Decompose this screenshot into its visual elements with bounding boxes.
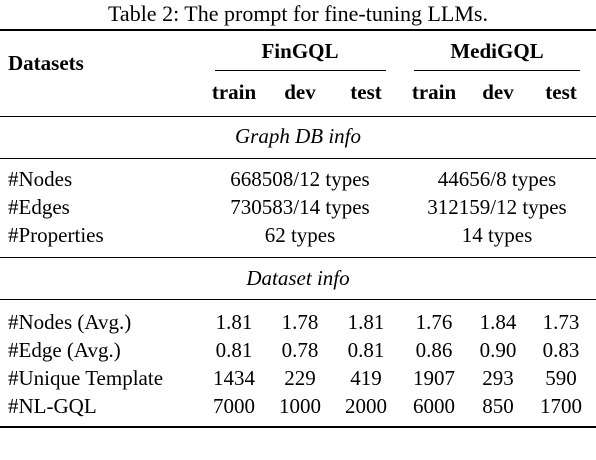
- section-rule: [0, 257, 596, 258]
- split-header: dev: [482, 80, 514, 104]
- table-cell: 419: [350, 366, 382, 390]
- medigql-value: 14 types: [461, 223, 533, 247]
- medigql-value: 312159/12 types: [427, 195, 567, 219]
- section-rule: [0, 299, 596, 300]
- row-label: #Unique Template: [8, 366, 164, 390]
- table-cell: 7000: [213, 394, 255, 418]
- split-header: train: [211, 80, 257, 104]
- table-cell: 1.81: [347, 310, 385, 334]
- group-header-medigql: MediGQL: [450, 39, 544, 63]
- table-cell: 1.73: [542, 310, 580, 334]
- section-title-dataset: Dataset info: [246, 266, 350, 290]
- table-cell: 850: [482, 394, 514, 418]
- table-cell: 293: [482, 366, 514, 390]
- fingql-cmidrule: [215, 70, 386, 71]
- table-cell: 1434: [213, 366, 255, 390]
- row-label: #Nodes: [8, 167, 73, 191]
- fingql-value: 62 types: [264, 223, 336, 247]
- split-header: test: [350, 80, 382, 104]
- fingql-value: 730583/14 types: [230, 195, 370, 219]
- section-rule: [0, 158, 596, 159]
- section-title-graph-db: Graph DB info: [235, 124, 361, 148]
- table-cell: 1700: [540, 394, 582, 418]
- group-header-fingql: FinGQL: [261, 39, 339, 63]
- split-header: test: [545, 80, 577, 104]
- medigql-value: 44656/8 types: [437, 167, 557, 191]
- table-cell: 1.84: [479, 310, 517, 334]
- table-cell: 0.78: [281, 338, 319, 362]
- header-rule: [0, 116, 596, 117]
- split-header: dev: [284, 80, 316, 104]
- table-cell: 590: [545, 366, 577, 390]
- table-cell: 2000: [345, 394, 387, 418]
- table-cell: 1000: [279, 394, 321, 418]
- table-cell: 1.76: [415, 310, 453, 334]
- table-caption: Table 2: The prompt for fine-tuning LLMs…: [108, 1, 488, 26]
- table-cell: 1.81: [215, 310, 253, 334]
- fingql-value: 668508/12 types: [230, 167, 370, 191]
- table-cell: 1907: [413, 366, 455, 390]
- row-label: #Edge (Avg.): [8, 338, 121, 362]
- row-label: #Edges: [8, 195, 70, 219]
- top-rule: [0, 29, 596, 31]
- split-header: train: [411, 80, 457, 104]
- table-cell: 0.83: [542, 338, 580, 362]
- table-cell: 0.81: [347, 338, 385, 362]
- medigql-cmidrule: [414, 70, 580, 71]
- table-cell: 0.86: [415, 338, 453, 362]
- table-cell: 0.81: [215, 338, 253, 362]
- table-cell: 6000: [413, 394, 455, 418]
- row-label: #Nodes (Avg.): [8, 310, 132, 334]
- row-label: #NL-GQL: [8, 394, 97, 418]
- table-cell: 229: [284, 366, 316, 390]
- table-cell: 1.78: [281, 310, 319, 334]
- bottom-rule: [0, 426, 596, 428]
- datasets-header: Datasets: [8, 51, 84, 75]
- row-label: #Properties: [8, 223, 104, 247]
- table-cell: 0.90: [479, 338, 517, 362]
